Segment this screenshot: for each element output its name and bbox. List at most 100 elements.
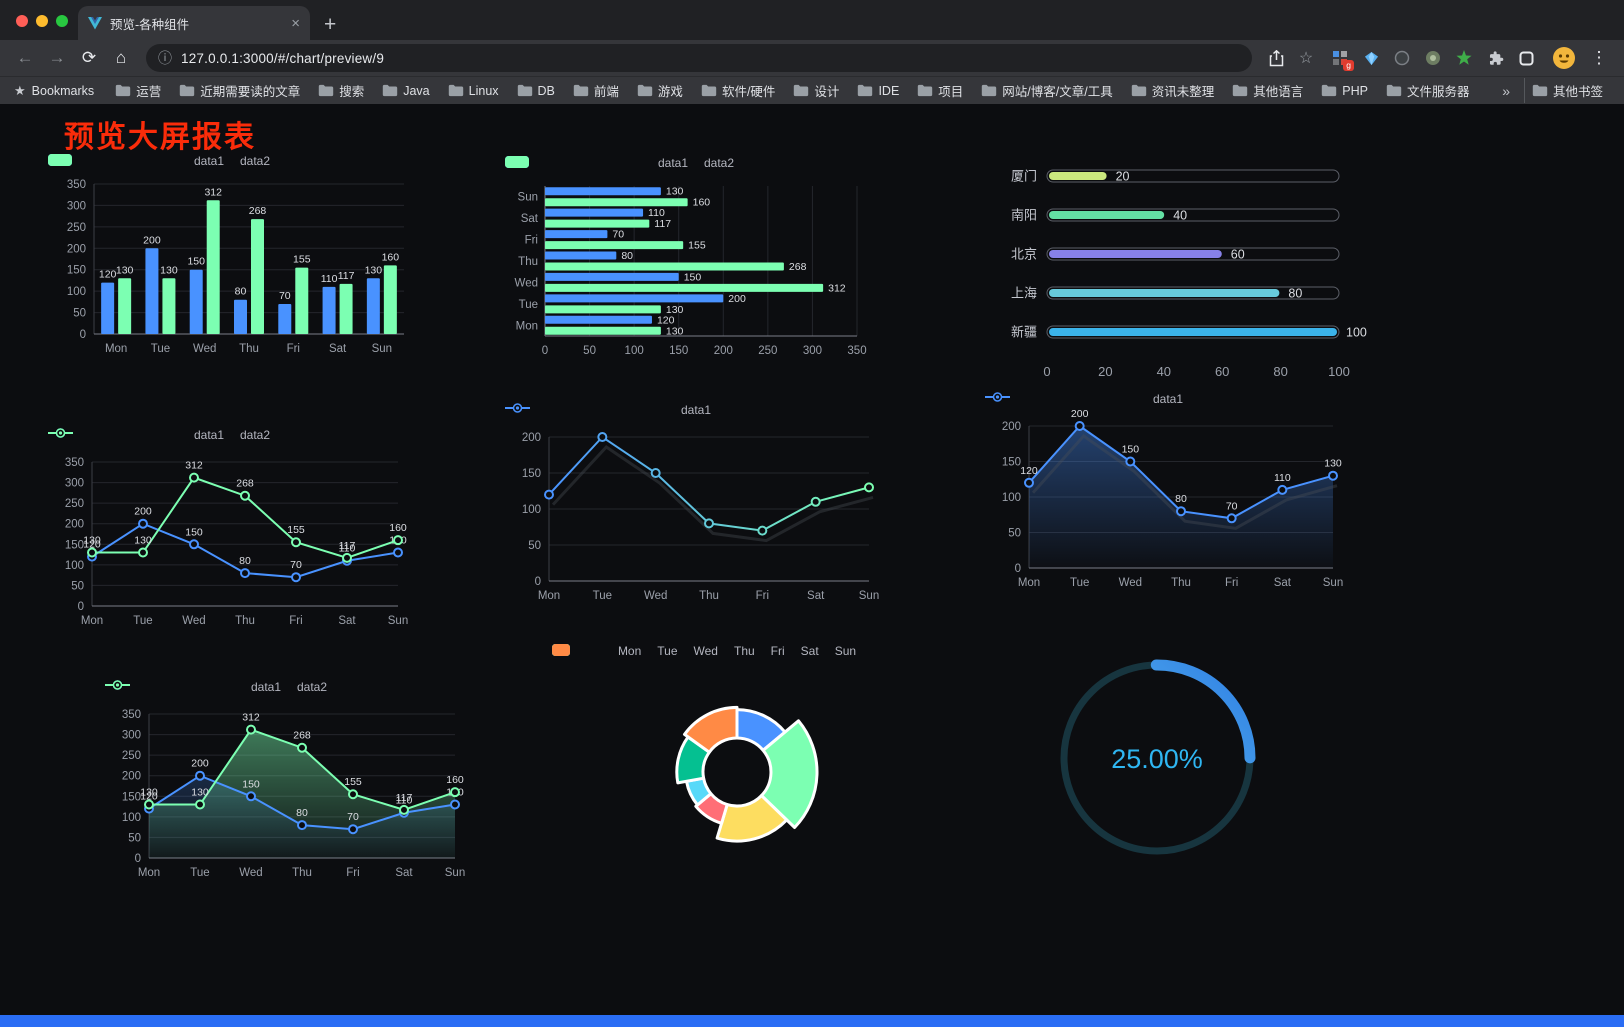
svg-text:300: 300 <box>803 345 822 357</box>
legend-item-data1[interactable]: data1 <box>985 392 1183 406</box>
close-window-button[interactable] <box>16 15 28 27</box>
site-info-icon[interactable]: ⓘ <box>158 50 172 66</box>
extension-circle-olive-icon[interactable] <box>1423 48 1443 68</box>
profile-avatar[interactable] <box>1552 46 1576 70</box>
svg-text:Thu: Thu <box>239 343 259 355</box>
bookmark-folder[interactable]: 前端 <box>566 78 626 103</box>
legend-item-data2[interactable]: data2 <box>105 680 328 694</box>
minimize-window-button[interactable] <box>36 15 48 27</box>
browser-toolbar: ← → ⟳ ⌂ ⓘ 127.0.0.1:3000/#/chart/preview… <box>0 40 1624 76</box>
bookmark-folder[interactable]: 资讯未整理 <box>1124 78 1222 103</box>
new-tab-button[interactable]: + <box>324 13 337 36</box>
legend-item-Mon[interactable]: Mon <box>552 644 641 658</box>
legend-item-Sun[interactable]: Sun <box>552 644 856 658</box>
legend-item-data2[interactable]: data2 <box>48 428 270 442</box>
bookmarks-label[interactable]: Bookmarks <box>31 83 95 98</box>
bookmark-folder[interactable]: 游戏 <box>630 78 690 103</box>
tab-close-icon[interactable]: × <box>291 14 300 32</box>
chart-gauge-ring: 25.00% <box>1048 645 1266 871</box>
legend-item-data1[interactable]: data1 <box>505 156 688 170</box>
svg-text:40: 40 <box>1173 209 1187 223</box>
legend-item-data2[interactable]: data2 <box>48 154 270 168</box>
svg-text:100: 100 <box>1346 326 1367 340</box>
chart-legend: data1 data2 <box>48 154 416 168</box>
legend-item-data1[interactable]: data1 <box>505 403 711 417</box>
forward-button[interactable]: → <box>48 48 66 67</box>
bookmark-folder[interactable]: 搜索 <box>311 78 371 103</box>
bookmark-folder[interactable]: 文件服务器 <box>1379 78 1477 103</box>
bookmark-folder[interactable]: 网站/博客/文章/工具 <box>974 78 1119 103</box>
bookmark-folder[interactable]: 项目 <box>910 78 970 103</box>
extension-diamond-icon[interactable] <box>1361 48 1381 68</box>
svg-text:60: 60 <box>1215 364 1229 379</box>
menu-kebab-icon[interactable]: ⋮ <box>1590 48 1608 67</box>
home-button[interactable]: ⌂ <box>115 48 127 67</box>
folder-icon <box>319 84 334 97</box>
extension-circle-dark-icon[interactable] <box>1392 48 1412 68</box>
bookmarks-star-icon[interactable]: ★ <box>14 82 26 98</box>
legend-item-Thu[interactable]: Thu <box>552 644 755 658</box>
extensions-puzzle-icon[interactable] <box>1485 48 1505 68</box>
legend-item-Fri[interactable]: Fri <box>552 644 785 658</box>
svg-text:250: 250 <box>122 750 141 762</box>
address-bar[interactable]: ⓘ 127.0.0.1:3000/#/chart/preview/9 <box>146 44 1252 72</box>
folder-icon <box>1131 84 1146 97</box>
bookmark-folder[interactable]: 其他语言 <box>1225 78 1310 103</box>
svg-text:200: 200 <box>714 345 733 357</box>
bookmark-star-button[interactable]: ☆ <box>1298 50 1314 67</box>
legend-item-data1[interactable]: data1 <box>48 428 224 442</box>
extension-grid-icon[interactable]: g <box>1330 48 1354 71</box>
legend-item-data1[interactable]: data1 <box>48 154 224 168</box>
svg-text:350: 350 <box>122 709 141 721</box>
legend-label: data1 <box>657 156 688 170</box>
extension-badge: g <box>1343 59 1354 71</box>
svg-text:150: 150 <box>522 468 541 480</box>
square-icon <box>1519 51 1533 65</box>
legend-marker-line <box>48 428 73 438</box>
other-bookmarks-folder[interactable]: 其他书签 <box>1523 78 1610 103</box>
zoom-window-button[interactable] <box>56 15 68 27</box>
svg-text:Sat: Sat <box>521 213 539 225</box>
browser-tab[interactable]: 预览-各种组件 × <box>78 6 310 40</box>
folder-icon <box>1532 84 1548 97</box>
legend-item-Tue[interactable]: Tue <box>552 644 678 658</box>
svg-text:300: 300 <box>67 200 86 212</box>
bookmark-folder[interactable]: 设计 <box>786 78 846 103</box>
svg-text:60: 60 <box>1231 248 1245 262</box>
legend-item-data2[interactable]: data2 <box>505 156 734 170</box>
bookmark-folder-label: Java <box>403 83 430 98</box>
svg-text:Fri: Fri <box>346 867 359 879</box>
side-panel-icon[interactable] <box>1516 48 1536 68</box>
legend-item-Sat[interactable]: Sat <box>552 644 819 658</box>
legend-label: data2 <box>297 680 328 694</box>
extension-star-icon[interactable] <box>1454 48 1474 68</box>
legend-item-data1[interactable]: data1 <box>105 680 281 694</box>
svg-text:70: 70 <box>290 559 302 571</box>
chart-canvas: 0 50 100 150 200 Mon Tue Wed Thu Fri Sat Sun <box>522 432 879 602</box>
svg-text:150: 150 <box>122 791 141 803</box>
bookmarks-overflow-chevron[interactable]: » <box>1502 82 1510 99</box>
svg-text:155: 155 <box>688 240 706 252</box>
legend-item-Wed[interactable]: Wed <box>552 644 718 658</box>
page-content: 预览大屏报表 data1 data2 0 50 100 150 200 250 300 350 Mo… <box>0 104 1624 1027</box>
bookmark-folder[interactable]: PHP <box>1314 81 1375 101</box>
svg-text:20: 20 <box>1098 364 1112 379</box>
legend-marker-swatch <box>505 156 529 168</box>
svg-text:Fri: Fri <box>756 590 769 602</box>
bookmark-folder[interactable]: IDE <box>850 81 906 101</box>
back-button[interactable]: ← <box>16 48 34 67</box>
share-button[interactable] <box>1262 44 1290 72</box>
bookmark-folder[interactable]: Java <box>375 81 436 101</box>
bookmark-folder[interactable]: 运营 <box>108 78 168 103</box>
reload-button[interactable]: ⟳ <box>81 48 97 67</box>
bookmark-folder-label: 软件/硬件 <box>721 85 776 99</box>
bookmark-folder[interactable]: 近期需要读的文章 <box>172 78 307 103</box>
bookmark-folder[interactable]: DB <box>510 81 562 101</box>
legend-marker-line <box>985 392 1010 402</box>
svg-text:130: 130 <box>134 535 152 547</box>
bookmark-folder[interactable]: Linux <box>441 81 506 101</box>
bookmark-folder[interactable]: 软件/硬件 <box>694 78 782 103</box>
svg-text:200: 200 <box>122 771 141 783</box>
svg-text:200: 200 <box>65 519 84 531</box>
svg-text:Wed: Wed <box>182 615 205 627</box>
